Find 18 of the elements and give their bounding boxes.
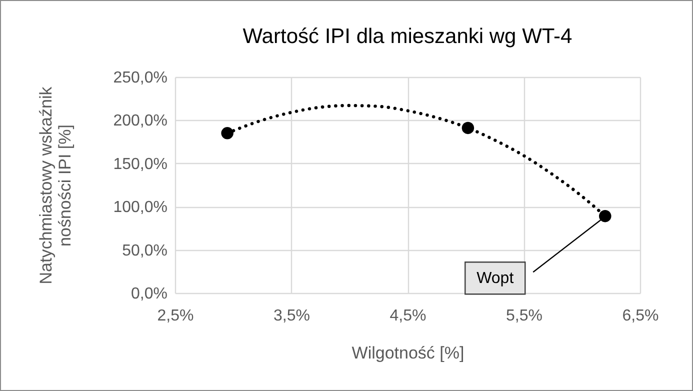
x-tick-label: 6,5% xyxy=(622,308,659,324)
x-tick-label: 2,5% xyxy=(157,308,194,324)
y-axis-title: Natychmiastowy wskaźnik nośności IPI [%] xyxy=(36,86,74,284)
y-tick-label: 0,0% xyxy=(131,286,168,302)
x-axis-title: Wilgotność [%] xyxy=(352,344,464,362)
annotation: Wopt xyxy=(476,270,514,288)
y-tick-label: 150,0% xyxy=(113,156,168,173)
y-tick-label: 50,0% xyxy=(122,242,168,260)
point xyxy=(462,122,474,134)
y-tick-label: 250,0% xyxy=(113,70,168,86)
point xyxy=(599,210,612,222)
x-tick-label: 4,5% xyxy=(390,308,426,324)
y-tick-label: 100,0% xyxy=(113,199,168,216)
point xyxy=(221,127,234,140)
x-tick-label: 5,5% xyxy=(506,308,542,324)
x-tick-label: 3,5% xyxy=(274,308,310,324)
y-tick-label: 200,0% xyxy=(113,112,168,130)
chart-title: Wartość IPI dla mieszanki wg WT-4 xyxy=(242,25,573,48)
